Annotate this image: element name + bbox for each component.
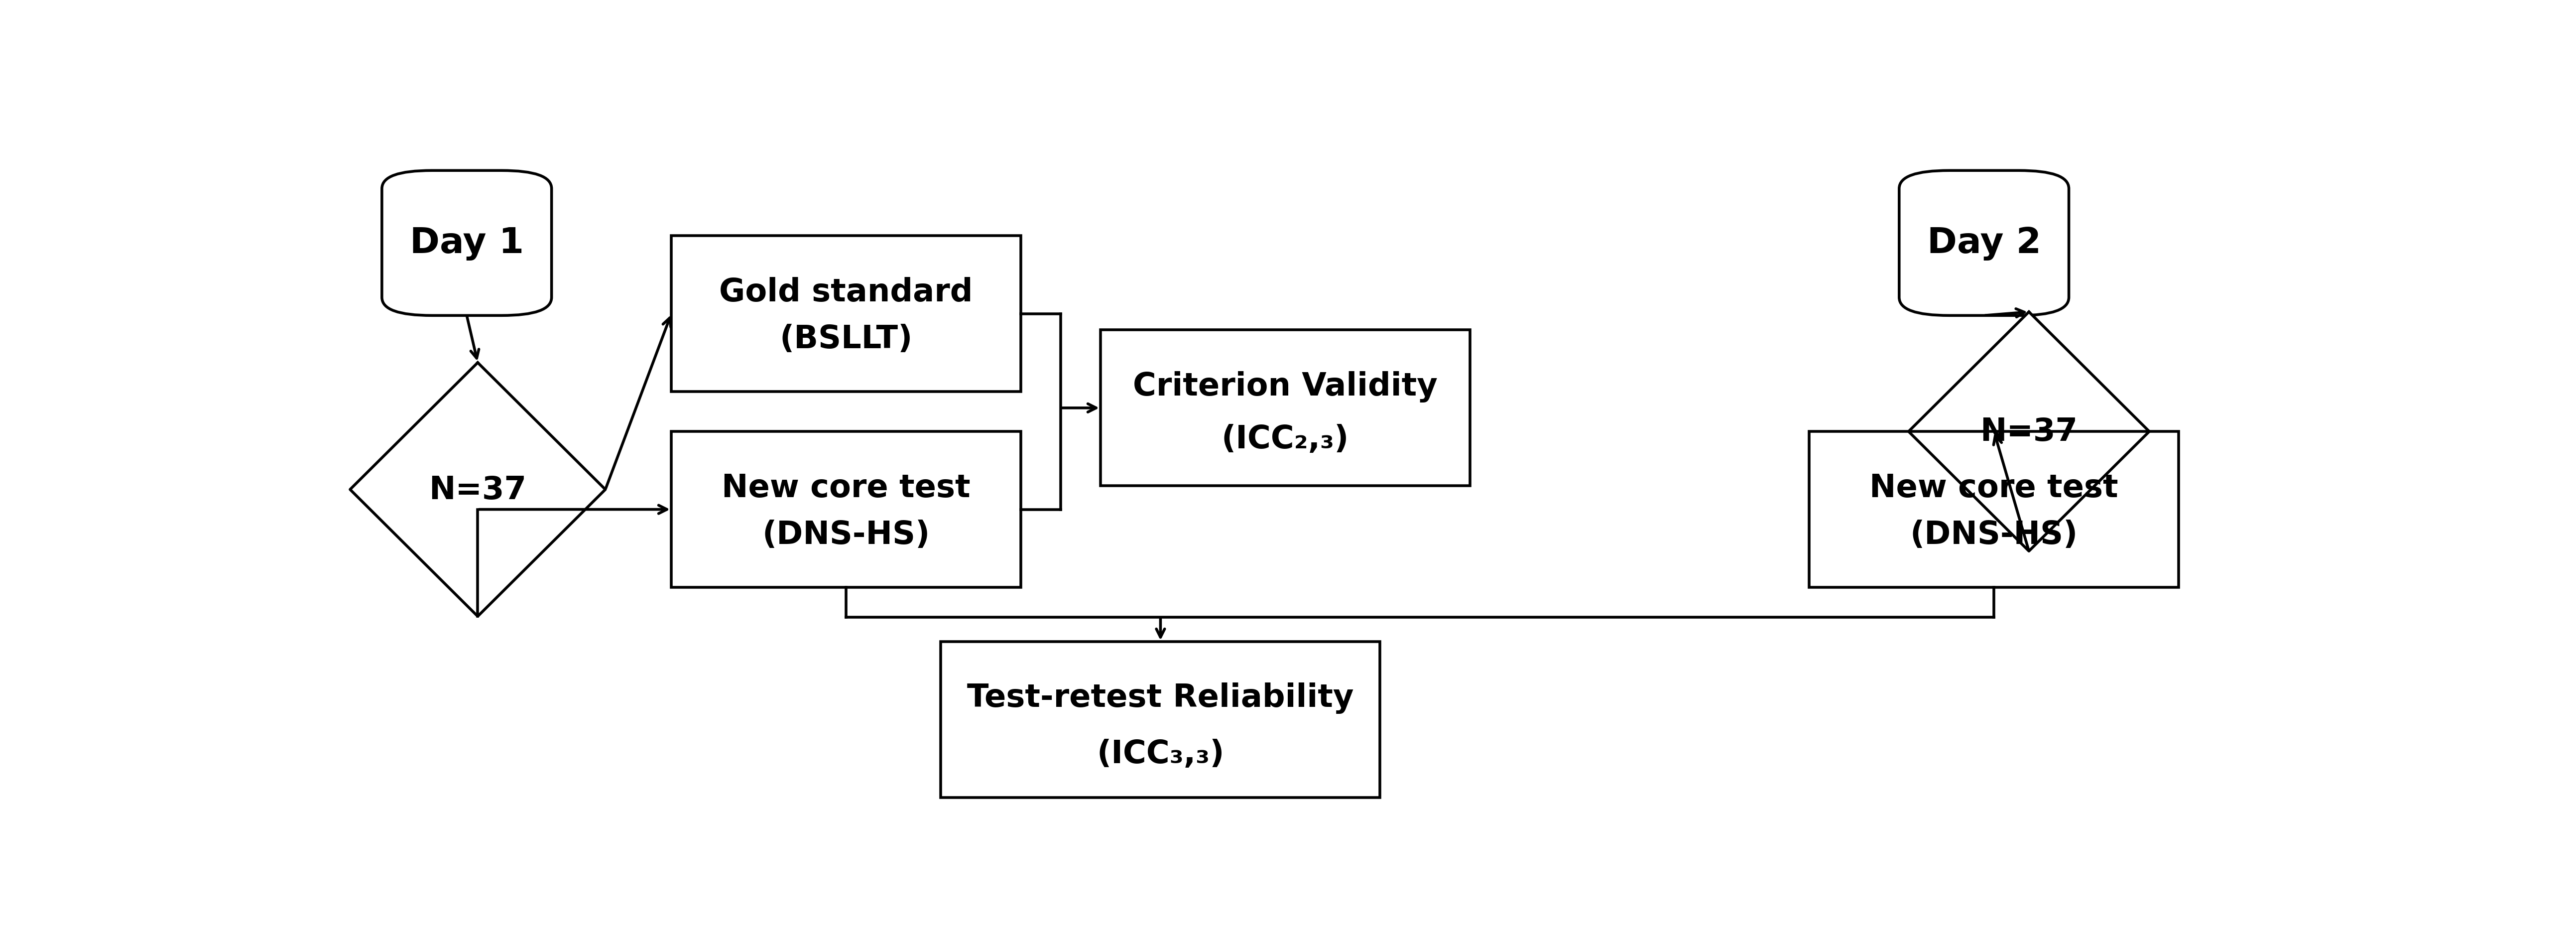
Bar xyxy=(672,432,1020,587)
Text: (ICC₂,₃): (ICC₂,₃) xyxy=(1221,423,1350,455)
Text: (DNS-HS): (DNS-HS) xyxy=(762,519,930,550)
Text: (ICC₃,₃): (ICC₃,₃) xyxy=(1097,739,1224,770)
Text: Day 1: Day 1 xyxy=(410,226,523,261)
Bar xyxy=(672,236,1020,391)
Text: New core test: New core test xyxy=(721,472,971,503)
Text: Test-retest Reliability: Test-retest Reliability xyxy=(966,682,1355,713)
Polygon shape xyxy=(1909,312,2148,551)
Text: New core test: New core test xyxy=(1870,472,2117,503)
Text: Day 2: Day 2 xyxy=(1927,226,2040,261)
FancyBboxPatch shape xyxy=(1899,171,2069,316)
Text: N=37: N=37 xyxy=(430,474,526,505)
Text: (BSLLT): (BSLLT) xyxy=(781,324,912,355)
Bar xyxy=(940,642,1381,798)
Polygon shape xyxy=(350,363,605,616)
FancyBboxPatch shape xyxy=(381,171,551,316)
Bar xyxy=(1100,330,1471,486)
Text: Gold standard: Gold standard xyxy=(719,277,974,308)
Text: N=37: N=37 xyxy=(1981,416,2079,447)
Text: (DNS-HS): (DNS-HS) xyxy=(1909,519,2079,550)
Bar xyxy=(1808,432,2179,587)
Text: Criterion Validity: Criterion Validity xyxy=(1133,371,1437,402)
